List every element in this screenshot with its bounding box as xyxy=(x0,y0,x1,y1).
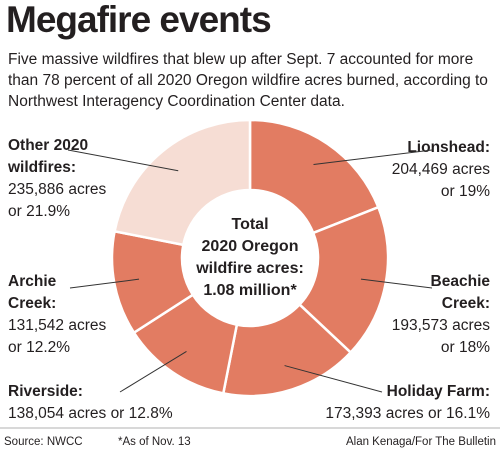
leader-line xyxy=(313,149,433,166)
acres-label: 235,886 acres xyxy=(8,181,106,198)
credit: Alan Kenaga/For The Bulletin xyxy=(346,436,496,448)
center-disc xyxy=(184,192,316,324)
pie-slice xyxy=(113,118,252,247)
category-label: Beachie xyxy=(431,273,491,290)
acres-label: 193,573 acres xyxy=(392,317,490,334)
source: Source: NWCC xyxy=(4,436,83,448)
category-label: wildfires: xyxy=(7,159,76,176)
acres-label: 131,542 acres xyxy=(8,317,106,334)
note: *As of Nov. 13 xyxy=(118,436,191,448)
acres-label: 173,393 acres xyxy=(325,405,423,422)
chart-title: Megafire events xyxy=(6,0,271,40)
percent-label: or 18% xyxy=(441,339,490,356)
leader-line xyxy=(284,365,383,393)
center-label: 2020 Oregon xyxy=(202,238,299,255)
category-label: Riverside: xyxy=(8,383,83,400)
subtitle: Northwest Interagency Coordination Cente… xyxy=(8,93,345,110)
center-label: 1.08 million* xyxy=(203,282,297,299)
value-label: 173,393 acres or 16.1% xyxy=(325,405,490,422)
category-label: Lionshead: xyxy=(407,139,490,156)
percent-label: or 12.2% xyxy=(8,339,70,356)
acres-label: 138,054 acres xyxy=(8,405,106,422)
leader-line xyxy=(360,278,433,289)
leader-line xyxy=(119,351,187,393)
acres-label: 204,469 acres xyxy=(392,161,490,178)
pie-slice xyxy=(248,118,380,235)
percent-label: or 21.9% xyxy=(8,203,70,220)
percent-label: or 19% xyxy=(441,183,490,200)
subtitle: than 78 percent of all 2020 Oregon wildf… xyxy=(8,72,488,89)
category-label: Creek: xyxy=(442,295,490,312)
value-label: 138,054 acres or 12.8% xyxy=(8,405,173,422)
category-label: Archie xyxy=(8,273,57,290)
leader-line xyxy=(69,278,140,289)
category-label: Creek: xyxy=(8,295,56,312)
center-label: wildfire acres: xyxy=(195,260,304,277)
percent-label: or 12.8% xyxy=(111,405,173,422)
category-label: Holiday Farm: xyxy=(387,383,490,400)
percent-label: or 16.1% xyxy=(428,405,490,422)
leader-line xyxy=(67,149,179,172)
center-label: Total xyxy=(231,216,268,233)
subtitle: Five massive wildfires that blew up afte… xyxy=(8,51,473,68)
